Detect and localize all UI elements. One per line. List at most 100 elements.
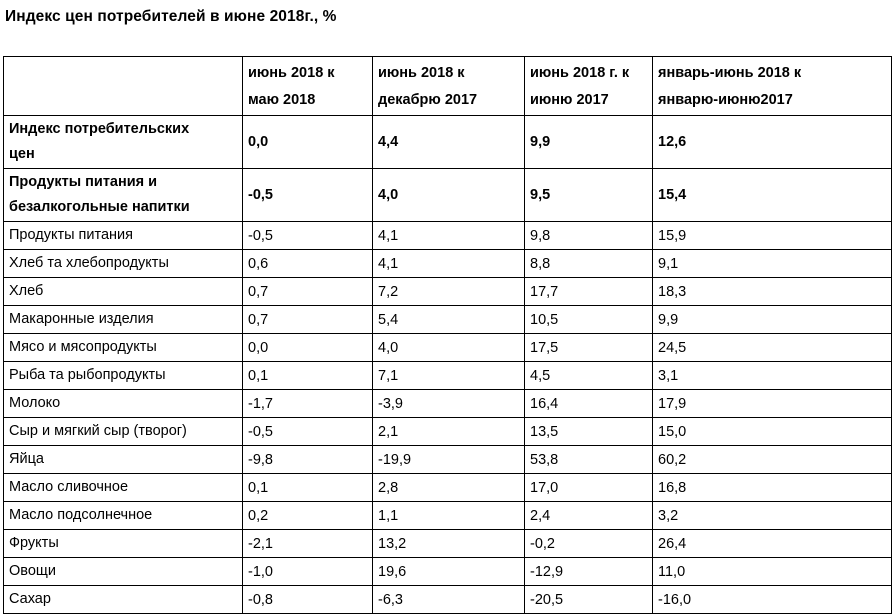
table-row: Макаронные изделия 0,7 5,4 10,5 9,9 — [3, 305, 892, 334]
row-value-june-vs-june: 17,7 — [524, 277, 653, 306]
row-value-june-vs-may: 0,1 — [242, 361, 373, 390]
row-label: Масло сливочное — [3, 473, 243, 502]
row-label: Мясо и мясопродукты — [3, 333, 243, 362]
row-value-june-vs-may: 0,7 — [242, 305, 373, 334]
table-row: Сыр и мягкий сыр (творог) -0,5 2,1 13,5 … — [3, 417, 892, 446]
page-title: Индекс цен потребителей в июне 2018г., % — [5, 8, 337, 25]
row-value-june-vs-dec: 4,0 — [372, 333, 525, 362]
table-row: Продукты питания и безалкогольные напитк… — [3, 168, 892, 222]
row-value-janjune-vs-janjune: 24,5 — [652, 333, 892, 362]
table-row: Рыба та рыбопродукты 0,1 7,1 4,5 3,1 — [3, 361, 892, 390]
table-row: Масло подсолнечное 0,2 1,1 2,4 3,2 — [3, 501, 892, 530]
row-value-june-vs-june: 9,5 — [524, 168, 653, 222]
row-value-june-vs-dec: 5,4 — [372, 305, 525, 334]
row-value-june-vs-june: -12,9 — [524, 557, 653, 586]
row-value-june-vs-may: -2,1 — [242, 529, 373, 558]
table-body: Индекс потребительских цен 0,0 4,4 9,9 1… — [3, 115, 892, 614]
row-value-june-vs-dec: 7,2 — [372, 277, 525, 306]
table-row: Молоко -1,7 -3,9 16,4 17,9 — [3, 389, 892, 418]
row-value-june-vs-june: 9,8 — [524, 221, 653, 250]
row-label: Продукты питания — [3, 221, 243, 250]
row-label: Рыба та рыбопродукты — [3, 361, 243, 390]
row-value-june-vs-june: -0,2 — [524, 529, 653, 558]
row-value-june-vs-june: 10,5 — [524, 305, 653, 334]
row-value-janjune-vs-janjune: 16,8 — [652, 473, 892, 502]
row-value-janjune-vs-janjune: -16,0 — [652, 585, 892, 614]
row-value-june-vs-may: -0,5 — [242, 221, 373, 250]
header-row: июнь 2018 к маю 2018 июнь 2018 к декабрю… — [3, 56, 892, 116]
row-value-june-vs-june: 4,5 — [524, 361, 653, 390]
table-row: Мясо и мясопродукты 0,0 4,0 17,5 24,5 — [3, 333, 892, 362]
row-value-janjune-vs-janjune: 15,4 — [652, 168, 892, 222]
row-value-june-vs-dec: 2,8 — [372, 473, 525, 502]
row-value-june-vs-may: -1,0 — [242, 557, 373, 586]
row-value-june-vs-dec: 4,1 — [372, 249, 525, 278]
row-value-june-vs-may: 0,0 — [242, 115, 373, 169]
row-value-janjune-vs-janjune: 9,9 — [652, 305, 892, 334]
row-label: Продукты питания и безалкогольные напитк… — [3, 168, 243, 222]
table-row: Продукты питания -0,5 4,1 9,8 15,9 — [3, 221, 892, 250]
row-label: Макаронные изделия — [3, 305, 243, 334]
header-category-empty — [3, 56, 243, 116]
row-value-janjune-vs-janjune: 26,4 — [652, 529, 892, 558]
row-value-june-vs-june: 8,8 — [524, 249, 653, 278]
row-value-june-vs-dec: 2,1 — [372, 417, 525, 446]
row-value-june-vs-dec: 1,1 — [372, 501, 525, 530]
table-row: Сахар -0,8 -6,3 -20,5 -16,0 — [3, 585, 892, 614]
header-june2018-vs-may2018: июнь 2018 к маю 2018 — [242, 56, 373, 116]
row-value-janjune-vs-janjune: 17,9 — [652, 389, 892, 418]
row-value-janjune-vs-janjune: 60,2 — [652, 445, 892, 474]
row-value-june-vs-may: -0,5 — [242, 168, 373, 222]
row-value-june-vs-may: -0,8 — [242, 585, 373, 614]
row-value-june-vs-june: 2,4 — [524, 501, 653, 530]
row-value-june-vs-june: 53,8 — [524, 445, 653, 474]
row-label: Индекс потребительских цен — [3, 115, 243, 169]
header-june2018-vs-june2017: июнь 2018 г. к июню 2017 — [524, 56, 653, 116]
row-label: Сахар — [3, 585, 243, 614]
row-value-june-vs-may: -1,7 — [242, 389, 373, 418]
table-row: Хлеб 0,7 7,2 17,7 18,3 — [3, 277, 892, 306]
row-value-janjune-vs-janjune: 9,1 — [652, 249, 892, 278]
row-value-june-vs-dec: -3,9 — [372, 389, 525, 418]
table-row: Овощи -1,0 19,6 -12,9 11,0 — [3, 557, 892, 586]
row-value-june-vs-dec: 4,4 — [372, 115, 525, 169]
row-value-june-vs-dec: -6,3 — [372, 585, 525, 614]
row-value-june-vs-dec: 7,1 — [372, 361, 525, 390]
row-label: Хлеб — [3, 277, 243, 306]
row-value-june-vs-june: 9,9 — [524, 115, 653, 169]
row-value-june-vs-may: 0,2 — [242, 501, 373, 530]
row-value-janjune-vs-janjune: 3,2 — [652, 501, 892, 530]
row-value-janjune-vs-janjune: 11,0 — [652, 557, 892, 586]
row-value-janjune-vs-janjune: 15,0 — [652, 417, 892, 446]
header-june2018-vs-dec2017: июнь 2018 к декабрю 2017 — [372, 56, 525, 116]
row-value-june-vs-may: 0,1 — [242, 473, 373, 502]
row-label: Овощи — [3, 557, 243, 586]
row-value-june-vs-dec: -19,9 — [372, 445, 525, 474]
row-value-june-vs-june: -20,5 — [524, 585, 653, 614]
row-value-janjune-vs-janjune: 18,3 — [652, 277, 892, 306]
row-value-june-vs-june: 13,5 — [524, 417, 653, 446]
row-value-janjune-vs-janjune: 3,1 — [652, 361, 892, 390]
row-value-june-vs-june: 17,0 — [524, 473, 653, 502]
table-row: Масло сливочное 0,1 2,8 17,0 16,8 — [3, 473, 892, 502]
row-value-janjune-vs-janjune: 15,9 — [652, 221, 892, 250]
row-label: Молоко — [3, 389, 243, 418]
row-value-june-vs-dec: 4,0 — [372, 168, 525, 222]
row-label: Хлеб та хлебопродукты — [3, 249, 243, 278]
row-value-june-vs-may: 0,0 — [242, 333, 373, 362]
table-row: Яйца -9,8 -19,9 53,8 60,2 — [3, 445, 892, 474]
consumer-price-index-table: июнь 2018 к маю 2018 июнь 2018 к декабрю… — [3, 56, 892, 614]
row-value-june-vs-june: 17,5 — [524, 333, 653, 362]
row-label: Масло подсолнечное — [3, 501, 243, 530]
row-label: Сыр и мягкий сыр (творог) — [3, 417, 243, 446]
row-value-june-vs-dec: 4,1 — [372, 221, 525, 250]
row-value-june-vs-dec: 13,2 — [372, 529, 525, 558]
row-value-june-vs-may: -0,5 — [242, 417, 373, 446]
table-row: Индекс потребительских цен 0,0 4,4 9,9 1… — [3, 115, 892, 169]
table-row: Хлеб та хлебопродукты 0,6 4,1 8,8 9,1 — [3, 249, 892, 278]
row-value-june-vs-may: -9,8 — [242, 445, 373, 474]
row-value-june-vs-may: 0,6 — [242, 249, 373, 278]
table-row: Фрукты -2,1 13,2 -0,2 26,4 — [3, 529, 892, 558]
row-value-june-vs-may: 0,7 — [242, 277, 373, 306]
